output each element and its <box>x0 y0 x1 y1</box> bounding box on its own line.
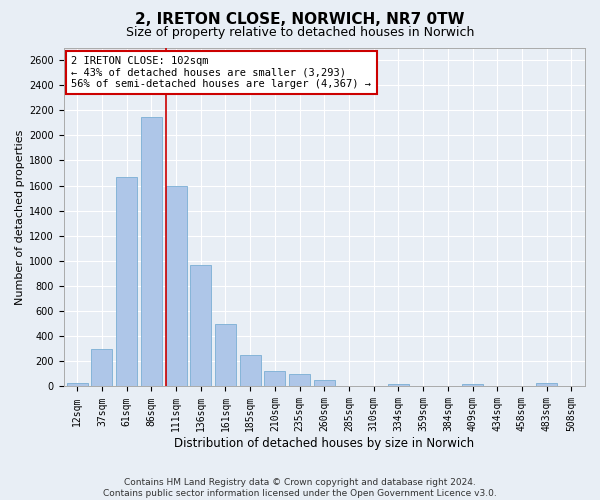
Bar <box>215 324 236 386</box>
Bar <box>141 116 162 386</box>
Text: Contains HM Land Registry data © Crown copyright and database right 2024.
Contai: Contains HM Land Registry data © Crown c… <box>103 478 497 498</box>
Y-axis label: Number of detached properties: Number of detached properties <box>15 130 25 304</box>
Bar <box>388 384 409 386</box>
Bar <box>166 186 187 386</box>
Bar <box>190 264 211 386</box>
Bar <box>91 349 112 387</box>
Text: 2, IRETON CLOSE, NORWICH, NR7 0TW: 2, IRETON CLOSE, NORWICH, NR7 0TW <box>135 12 465 28</box>
Bar <box>314 380 335 386</box>
Bar <box>265 372 286 386</box>
Bar <box>67 384 88 386</box>
Bar <box>116 177 137 386</box>
Bar <box>239 356 260 386</box>
Bar <box>462 384 483 386</box>
Bar <box>289 374 310 386</box>
Text: 2 IRETON CLOSE: 102sqm
← 43% of detached houses are smaller (3,293)
56% of semi-: 2 IRETON CLOSE: 102sqm ← 43% of detached… <box>71 56 371 89</box>
Bar <box>536 384 557 386</box>
X-axis label: Distribution of detached houses by size in Norwich: Distribution of detached houses by size … <box>174 437 475 450</box>
Text: Size of property relative to detached houses in Norwich: Size of property relative to detached ho… <box>126 26 474 39</box>
